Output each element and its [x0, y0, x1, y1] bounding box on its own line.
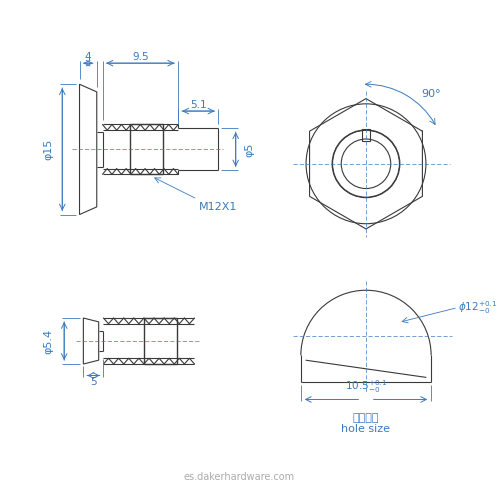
Text: 5: 5 — [90, 377, 96, 387]
Text: φ5.4: φ5.4 — [44, 328, 54, 353]
Text: φ5: φ5 — [244, 142, 254, 156]
Text: $\phi12^{+0.1}_{-0}$: $\phi12^{+0.1}_{-0}$ — [458, 299, 497, 316]
Text: hole size: hole size — [342, 424, 390, 434]
Text: 4: 4 — [85, 52, 91, 62]
Text: $10.5^{+0.1}_{-0}$: $10.5^{+0.1}_{-0}$ — [345, 378, 387, 394]
Bar — [362, 130, 370, 141]
Text: φ15: φ15 — [44, 138, 54, 160]
Text: M12X1: M12X1 — [200, 202, 237, 212]
Text: 90°: 90° — [421, 89, 441, 99]
Text: 开孔尺寸: 开孔尺寸 — [352, 413, 379, 423]
Text: es.dakerhardware.com: es.dakerhardware.com — [184, 472, 295, 482]
Text: 9.5: 9.5 — [132, 52, 148, 62]
Text: 5.1: 5.1 — [190, 100, 206, 110]
